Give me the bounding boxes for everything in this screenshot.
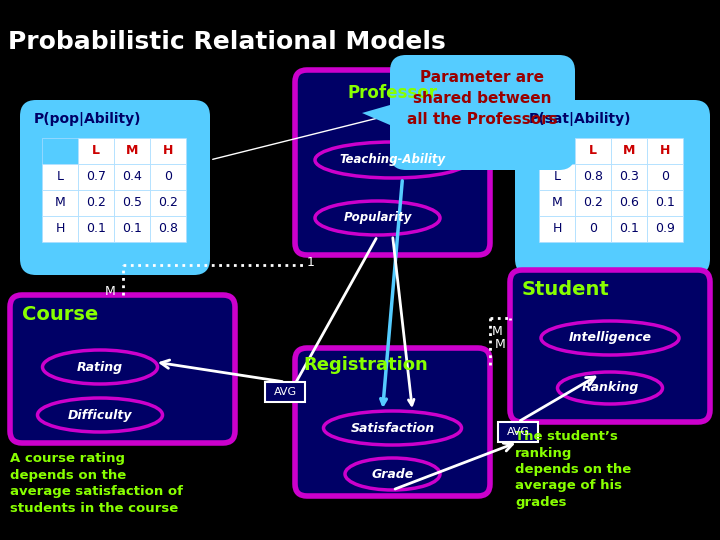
Bar (539, 164, 575, 190)
Bar (575, 138, 611, 164)
Text: Satisfaction: Satisfaction (351, 422, 435, 435)
Bar (78, 190, 114, 216)
Bar (611, 164, 647, 190)
Bar (647, 216, 683, 242)
Bar (42, 190, 78, 216)
Bar (78, 164, 114, 190)
Bar (42, 216, 78, 242)
Text: 0.2: 0.2 (86, 197, 106, 210)
Text: 0.5: 0.5 (122, 197, 142, 210)
Text: Teaching-Ability: Teaching-Ability (339, 153, 446, 166)
Bar (539, 216, 575, 242)
Text: H: H (660, 145, 670, 158)
Polygon shape (362, 105, 390, 125)
Text: Registration: Registration (303, 356, 428, 374)
Text: P(pop|Ability): P(pop|Ability) (34, 112, 142, 126)
Bar (265, 382, 305, 402)
Bar (647, 138, 683, 164)
Text: 0.8: 0.8 (583, 171, 603, 184)
Text: M: M (623, 145, 635, 158)
Text: Intelligence: Intelligence (569, 332, 652, 345)
Text: 0.7: 0.7 (86, 171, 106, 184)
Text: 0.2: 0.2 (583, 197, 603, 210)
Text: H: H (163, 145, 174, 158)
Text: L: L (56, 171, 63, 184)
Text: M: M (55, 197, 66, 210)
Text: M: M (104, 285, 115, 298)
Text: Difficulty: Difficulty (68, 408, 132, 422)
Bar (647, 190, 683, 216)
FancyBboxPatch shape (295, 70, 490, 255)
Text: 0.4: 0.4 (122, 171, 142, 184)
Bar (611, 216, 647, 242)
Text: AVG: AVG (274, 387, 297, 397)
Bar (114, 164, 150, 190)
Text: L: L (589, 145, 597, 158)
Text: H: H (552, 222, 562, 235)
FancyBboxPatch shape (10, 295, 235, 443)
Bar (611, 138, 647, 164)
Bar (150, 190, 186, 216)
Bar (78, 216, 114, 242)
FancyBboxPatch shape (295, 348, 490, 496)
Text: L: L (92, 145, 100, 158)
FancyBboxPatch shape (515, 100, 710, 275)
FancyBboxPatch shape (510, 270, 710, 422)
Text: A course rating
depends on the
average satisfaction of
students in the course: A course rating depends on the average s… (10, 452, 183, 515)
Text: 0.2: 0.2 (158, 197, 178, 210)
Text: Student: Student (522, 280, 610, 299)
Text: 0.1: 0.1 (655, 197, 675, 210)
Text: Ranking: Ranking (581, 381, 639, 395)
Text: 0: 0 (661, 171, 669, 184)
Text: 0.1: 0.1 (122, 222, 142, 235)
Text: 0.1: 0.1 (619, 222, 639, 235)
Text: M: M (495, 338, 505, 351)
Text: 0.3: 0.3 (619, 171, 639, 184)
FancyBboxPatch shape (390, 55, 575, 170)
Text: Popularity: Popularity (343, 212, 412, 225)
Bar (114, 190, 150, 216)
Bar (539, 138, 575, 164)
Text: Parameter are
shared between
all the Professors: Parameter are shared between all the Pro… (408, 70, 558, 127)
Text: 0.8: 0.8 (158, 222, 178, 235)
Text: M: M (552, 197, 562, 210)
Bar (498, 422, 538, 442)
FancyBboxPatch shape (20, 100, 210, 275)
Text: 0.1: 0.1 (86, 222, 106, 235)
Bar (539, 190, 575, 216)
Bar (114, 138, 150, 164)
Text: 0.6: 0.6 (619, 197, 639, 210)
Bar (647, 164, 683, 190)
Text: Rating: Rating (77, 361, 123, 374)
Text: P(sat|Ability): P(sat|Ability) (529, 112, 631, 126)
Text: 0.9: 0.9 (655, 222, 675, 235)
Text: M: M (126, 145, 138, 158)
Text: L: L (554, 171, 560, 184)
Bar (150, 216, 186, 242)
Bar (78, 138, 114, 164)
Bar (114, 216, 150, 242)
Text: Grade: Grade (372, 468, 413, 481)
Bar (150, 138, 186, 164)
Bar (575, 164, 611, 190)
Bar (575, 190, 611, 216)
Text: M: M (492, 325, 503, 338)
Bar (611, 190, 647, 216)
Bar (150, 164, 186, 190)
Bar (42, 138, 78, 164)
Bar (575, 216, 611, 242)
Bar (42, 164, 78, 190)
Text: AVG: AVG (506, 427, 530, 437)
Text: The student’s
ranking
depends on the
average of his
grades: The student’s ranking depends on the ave… (515, 430, 631, 509)
Text: Probabilistic Relational Models: Probabilistic Relational Models (8, 30, 446, 54)
Text: 0: 0 (589, 222, 597, 235)
Text: H: H (55, 222, 65, 235)
Text: 1: 1 (307, 256, 315, 269)
Text: Professor: Professor (348, 84, 438, 102)
Text: Course: Course (22, 305, 98, 324)
Text: 0: 0 (164, 171, 172, 184)
